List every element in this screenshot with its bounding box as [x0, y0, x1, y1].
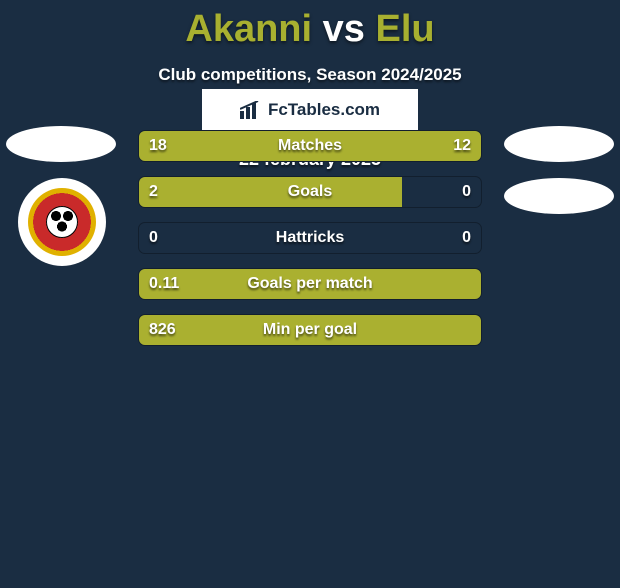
stat-value-left: 0.11 [149, 275, 179, 293]
stat-value-left: 2 [149, 183, 158, 201]
stat-value-right: 12 [453, 137, 471, 155]
stats-bars: Matches 18 12 Goals 2 0 Hattricks 0 0 Goals per m… [138, 130, 482, 360]
stat-value-left: 0 [149, 229, 158, 247]
stat-value-right: 0 [462, 229, 471, 247]
comparison-title: Akanni vs Elu [0, 8, 620, 51]
player1-name: Akanni [185, 8, 312, 50]
stat-bar-left [139, 177, 402, 207]
watermark-text: FcTables.com [268, 100, 380, 120]
stat-label: Min per goal [263, 321, 357, 339]
stat-row: Min per goal 826 [138, 314, 482, 346]
stat-label: Matches [278, 137, 342, 155]
stat-row: Hattricks 0 0 [138, 222, 482, 254]
stat-row: Goals 2 0 [138, 176, 482, 208]
player2-badges [504, 126, 614, 230]
country-badge-placeholder [6, 126, 116, 162]
stat-value-left: 18 [149, 137, 167, 155]
stat-row: Matches 18 12 [138, 130, 482, 162]
vs-separator: vs [323, 8, 365, 50]
subtitle: Club competitions, Season 2024/2025 [0, 65, 620, 85]
player2-name: Elu [375, 8, 434, 50]
crest-icon [28, 188, 96, 256]
player1-badges [6, 126, 116, 266]
soccer-ball-icon [46, 206, 78, 238]
stat-row: Goals per match 0.11 [138, 268, 482, 300]
stat-label: Goals [288, 183, 332, 201]
club-badge-placeholder [504, 178, 614, 214]
stat-label: Hattricks [276, 229, 344, 247]
watermark: FcTables.com [202, 89, 418, 131]
country-badge-placeholder [504, 126, 614, 162]
stat-label: Goals per match [247, 275, 372, 293]
stat-value-left: 826 [149, 321, 176, 339]
stat-value-right: 0 [462, 183, 471, 201]
bar-chart-icon [240, 101, 262, 119]
club-crest [18, 178, 106, 266]
